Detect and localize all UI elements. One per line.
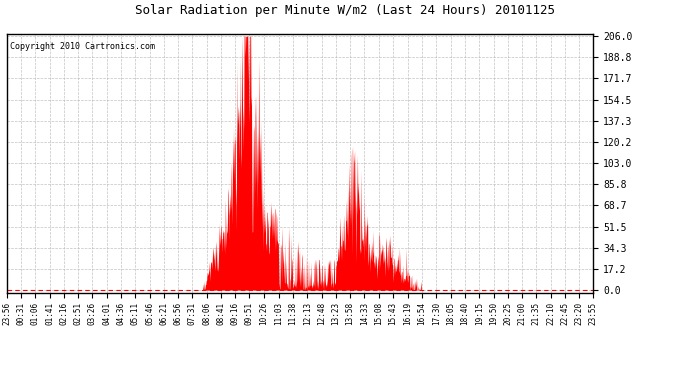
- Text: Copyright 2010 Cartronics.com: Copyright 2010 Cartronics.com: [10, 42, 155, 51]
- Text: Solar Radiation per Minute W/m2 (Last 24 Hours) 20101125: Solar Radiation per Minute W/m2 (Last 24…: [135, 4, 555, 17]
